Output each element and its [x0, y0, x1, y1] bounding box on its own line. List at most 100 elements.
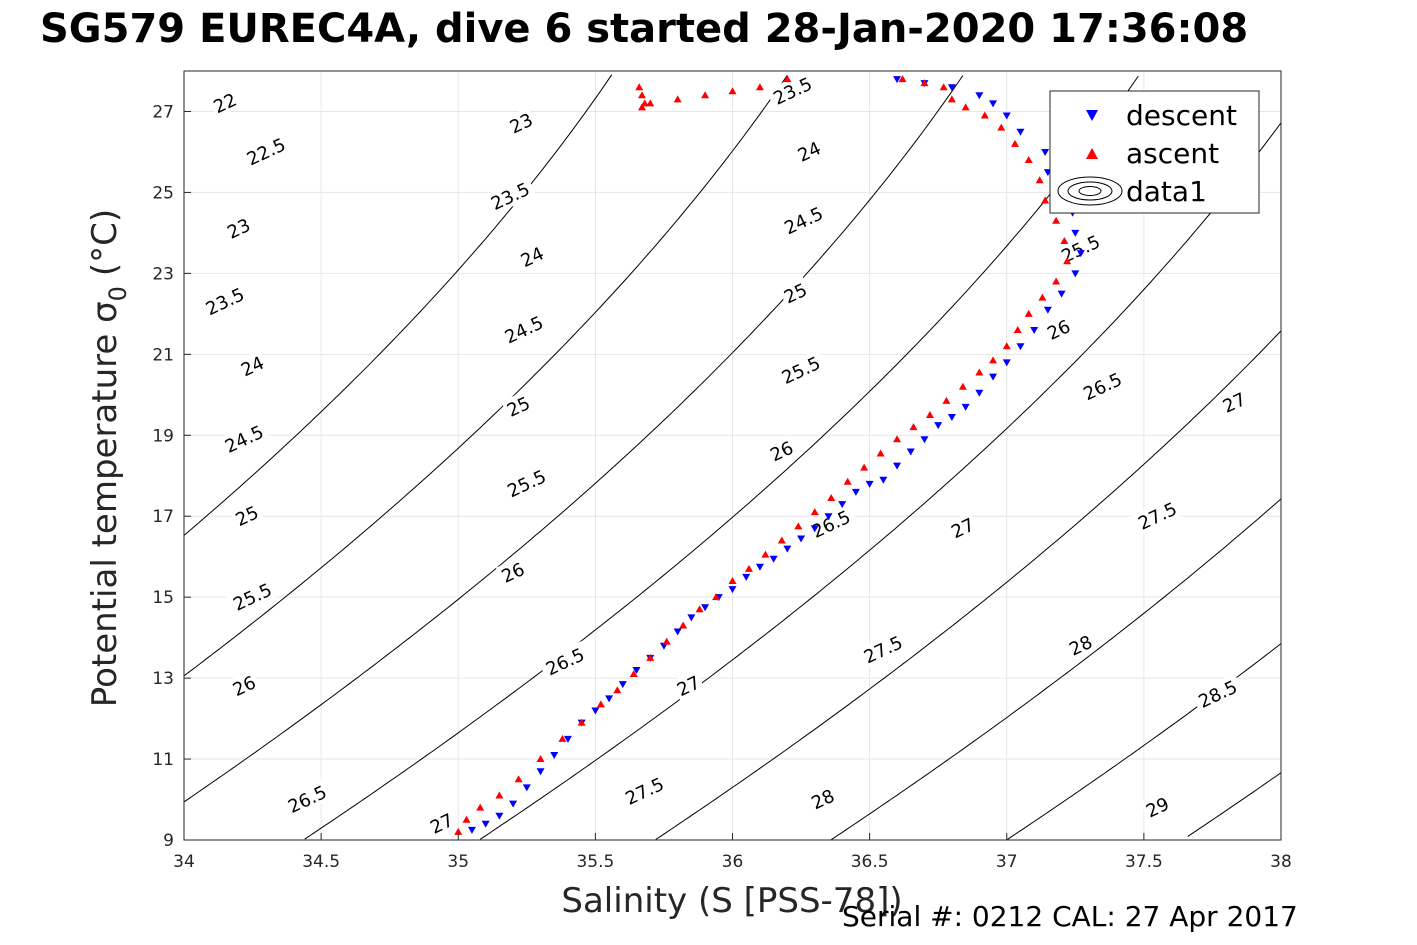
contour-label-bg	[225, 576, 279, 617]
contour-label-bg	[229, 499, 264, 531]
contour-label-bg	[235, 349, 270, 382]
y-axis-label: Potential temperature σ0 (°C)	[85, 209, 132, 707]
contour-label-bg	[1063, 629, 1098, 661]
descent-marker	[1002, 112, 1011, 120]
y-tick-label: 23	[152, 264, 174, 284]
contour-label-bg	[1191, 673, 1244, 714]
contour-label-bg	[280, 778, 334, 819]
descent-marker	[1071, 229, 1080, 237]
x-tick-label: 37	[996, 852, 1018, 872]
descent-marker	[742, 573, 751, 581]
ascent-marker	[577, 718, 586, 726]
contour-label-bg	[226, 669, 261, 701]
contour-label-bg	[791, 135, 826, 167]
contour-label-bg	[774, 349, 828, 390]
descent-marker	[824, 513, 833, 521]
y-axis-label-main: Potential temperature σ	[85, 301, 125, 707]
contour-label-bg	[503, 107, 538, 139]
descent-marker	[989, 373, 998, 381]
descent-marker	[495, 812, 504, 820]
descent-marker	[879, 476, 888, 484]
ascent-marker	[920, 79, 929, 87]
descent-marker	[728, 586, 737, 594]
ascent-marker	[827, 493, 836, 501]
ascent-marker	[662, 637, 671, 645]
descent-marker	[1057, 290, 1066, 298]
descent-marker	[755, 563, 764, 571]
x-tick-label: 34	[173, 852, 195, 872]
ascent-marker	[1060, 236, 1069, 244]
x-tick-label: 37.5	[1125, 852, 1163, 872]
ascent-marker	[514, 775, 523, 783]
descent-marker	[522, 784, 531, 792]
ascent-marker	[1024, 309, 1033, 317]
contour-label-bg	[514, 240, 549, 272]
ascent-marker	[1010, 139, 1019, 147]
ascent-marker	[1052, 277, 1061, 285]
ascent-marker	[701, 91, 710, 99]
ascent-marker	[476, 803, 485, 811]
contour-label-bg	[207, 86, 242, 119]
descent-marker	[893, 462, 902, 470]
ascent-marker	[755, 83, 764, 91]
descent-marker	[536, 768, 545, 776]
descent-marker	[947, 84, 956, 92]
contour-label-bg	[856, 628, 910, 670]
x-tick-label: 34.5	[302, 852, 340, 872]
chart-title: SG579 EUREC4A, dive 6 started 28-Jan-202…	[40, 6, 1249, 52]
ascent-marker	[925, 411, 934, 419]
ascent-marker	[635, 83, 644, 91]
descent-marker	[961, 403, 970, 411]
ascent-marker	[536, 755, 545, 763]
ascent-marker	[1052, 216, 1061, 224]
ascent-marker	[646, 99, 655, 107]
ascent-marker	[997, 123, 1006, 131]
descent-marker	[1002, 359, 1011, 367]
contour-label-bg	[1075, 365, 1129, 406]
descent-marker	[673, 628, 682, 636]
ascent-marker	[695, 605, 704, 613]
y-tick-label: 19	[152, 426, 174, 446]
contour-25	[830, 498, 1282, 841]
contour-label-bg	[497, 308, 551, 350]
descent-marker	[1041, 148, 1050, 156]
contour-label-bg	[765, 70, 819, 111]
x-tick-label: 35	[447, 852, 469, 872]
descent-marker	[865, 480, 874, 488]
density-contours	[183, 74, 1282, 841]
x-tick-label: 36	[722, 852, 744, 872]
ascent-marker	[961, 103, 970, 111]
descent-marker	[769, 555, 778, 563]
ascent-marker	[794, 522, 803, 530]
contour-label-bg	[776, 199, 830, 241]
x-axis-label: Salinity (S [PSS-78])	[561, 881, 902, 921]
contour-label-bg	[1140, 791, 1175, 823]
descent-marker	[1071, 270, 1080, 278]
descent-marker	[797, 535, 806, 543]
y-axis-label-unit: (°C)	[85, 209, 125, 276]
ascent-marker	[958, 382, 967, 390]
contour-label-bg	[1041, 313, 1076, 345]
contour-label: 26	[226, 669, 261, 701]
ascent-marker	[783, 75, 792, 83]
ascent-marker	[1002, 342, 1011, 350]
y-tick-label: 27	[152, 102, 174, 122]
descent-marker	[1030, 327, 1039, 335]
descent-marker	[1043, 306, 1052, 314]
descent-marker	[1016, 343, 1025, 351]
descent-marker	[783, 545, 792, 553]
contour-23.5	[304, 75, 1139, 840]
descent-marker	[989, 100, 998, 108]
descent-marker	[563, 735, 572, 743]
y-tick-label: 21	[152, 345, 174, 365]
ascent-marker	[712, 593, 721, 601]
y-tick-label: 9	[163, 831, 174, 851]
contour-label-bg	[538, 640, 592, 682]
ascent-marker	[876, 449, 885, 457]
contour-24	[479, 122, 1282, 840]
y-axis-ticks: 9 11 13 15 17 19 21 23 25 27	[152, 102, 191, 851]
legend-box	[1049, 90, 1260, 214]
descent-marker	[1016, 128, 1025, 136]
ascent-marker	[989, 356, 998, 364]
